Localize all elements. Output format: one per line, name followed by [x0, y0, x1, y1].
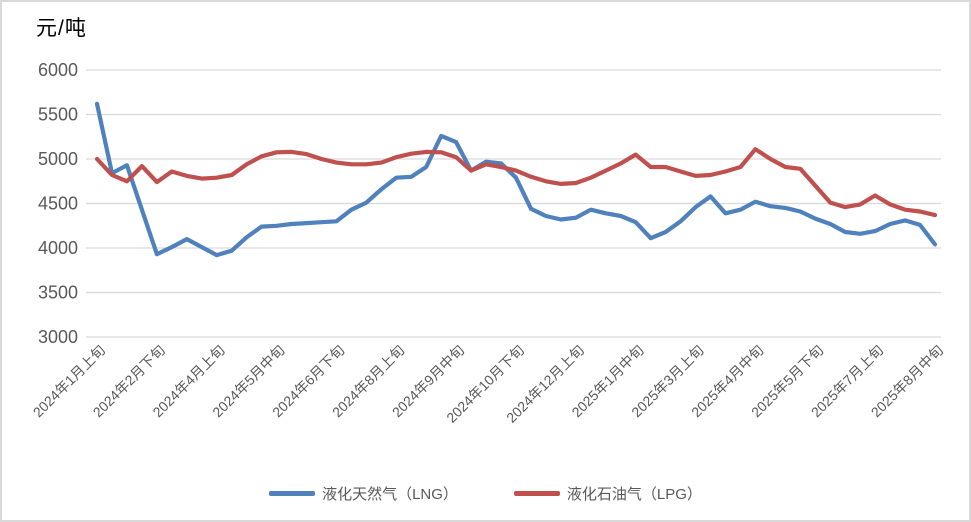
y-tick-3000: 3000	[38, 327, 78, 347]
y-tick-4000: 4000	[38, 238, 78, 258]
lng-line-swatch	[269, 491, 316, 496]
y-tick-3500: 3500	[38, 283, 78, 303]
lpg-line-swatch	[513, 491, 560, 496]
chart-legend: 液化天然气（LNG） 液化石油气（LPG）	[2, 483, 969, 504]
lng-series-line	[94, 101, 938, 258]
legend-label-lng: 液化天然气（LNG）	[322, 486, 458, 503]
y-tick-5000: 5000	[38, 149, 78, 169]
lpg-series-line	[94, 147, 938, 218]
line-chart-canvas: 60005500500045004000350030002024年1月上旬202…	[30, 60, 946, 426]
y-tick-5500: 5500	[38, 105, 78, 125]
legend-item-lng: 液化天然气（LNG）	[269, 483, 458, 504]
y-tick-4500: 4500	[38, 194, 78, 214]
legend-label-lpg: 液化石油气（LPG）	[566, 486, 702, 503]
legend-item-lpg: 液化石油气（LPG）	[513, 483, 702, 504]
y-tick-6000: 6000	[38, 60, 78, 80]
y-axis-unit-label: 元/吨	[36, 17, 87, 40]
